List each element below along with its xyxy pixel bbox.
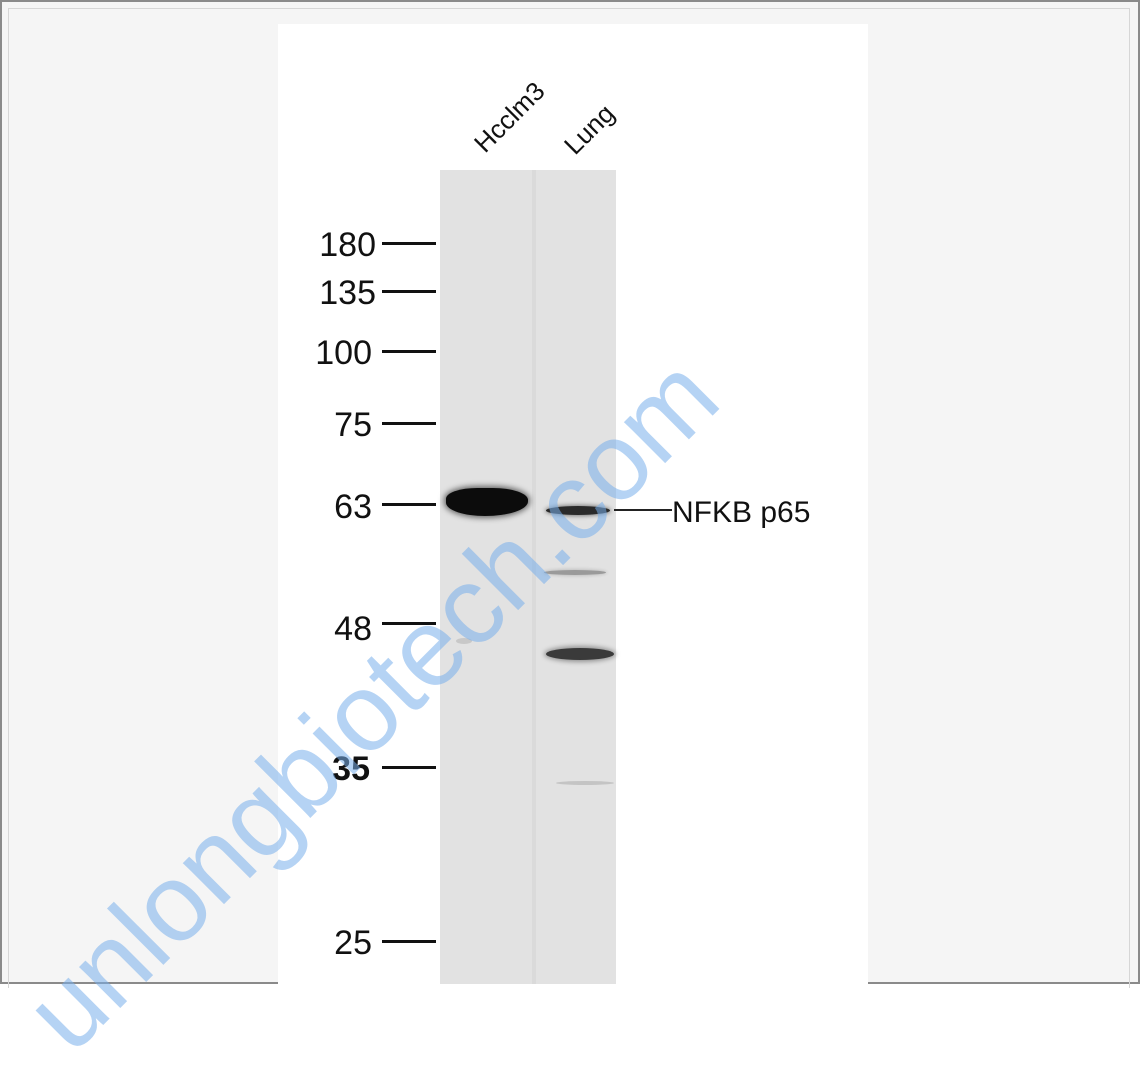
marker-tick-63 (382, 503, 436, 506)
band-hcclm3-nfkb-p65 (446, 488, 528, 516)
band-lung-nfkb-p65 (546, 506, 610, 515)
marker-tick-100 (382, 350, 436, 353)
marker-tick-135 (382, 290, 436, 293)
marker-label-100: 100 (315, 334, 372, 372)
marker-label-180: 180 (319, 226, 376, 264)
lane-separator (532, 170, 536, 984)
target-protein-label: NFKB p65 (672, 496, 811, 529)
band-lung-faint-55 (544, 570, 606, 575)
marker-label-75: 75 (334, 406, 372, 444)
marker-tick-180 (382, 242, 436, 245)
target-pointer-line (614, 509, 672, 511)
marker-label-48: 48 (334, 610, 372, 648)
marker-label-35: 35 (332, 750, 370, 788)
band-lung-faint-34 (556, 781, 614, 785)
gel-membrane (440, 170, 616, 984)
marker-tick-48 (382, 622, 436, 625)
band-hcclm3-faint-48 (456, 638, 472, 644)
marker-tick-25 (382, 940, 436, 943)
marker-tick-75 (382, 422, 436, 425)
marker-tick-35 (382, 766, 436, 769)
marker-label-135: 135 (319, 274, 376, 312)
band-lung-45 (546, 648, 614, 660)
inner-border (8, 8, 1130, 988)
marker-label-63: 63 (334, 488, 372, 526)
marker-label-25: 25 (334, 924, 372, 962)
